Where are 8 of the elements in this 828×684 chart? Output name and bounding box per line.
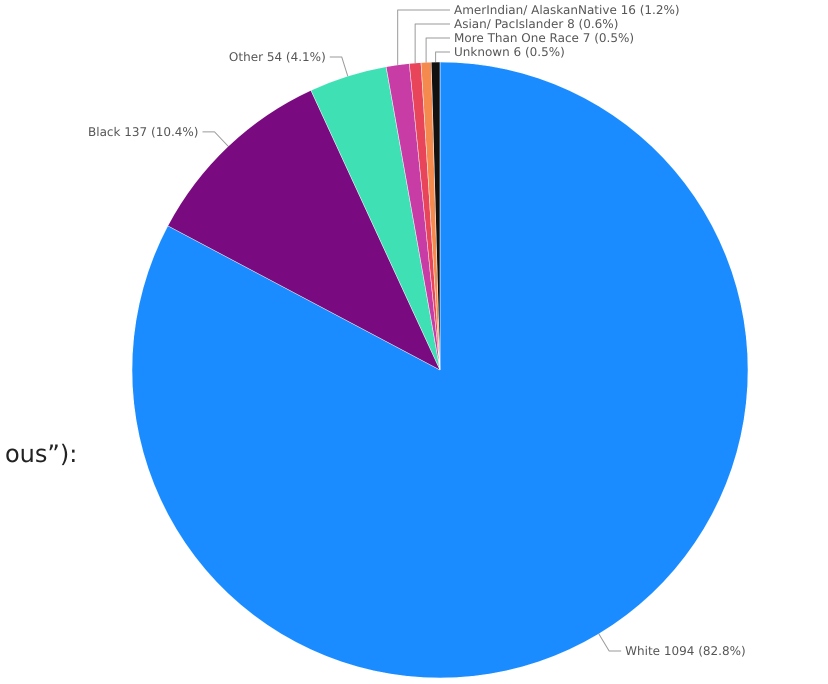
slice-label: Unknown 6 (0.5%) [454, 45, 565, 59]
slice-label: White 1094 (82.8%) [625, 644, 746, 658]
slice-label: AmerIndian/ AlaskanNative 16 (1.2%) [454, 3, 680, 17]
slice-label: Other 54 (4.1%) [228, 50, 326, 64]
slice-label: More Than One Race 7 (0.5%) [454, 31, 634, 45]
slice-label: Asian/ PacIslander 8 (0.6%) [454, 17, 618, 31]
slice-label: Black 137 (10.4%) [88, 124, 198, 139]
text: ous”): [5, 440, 78, 468]
